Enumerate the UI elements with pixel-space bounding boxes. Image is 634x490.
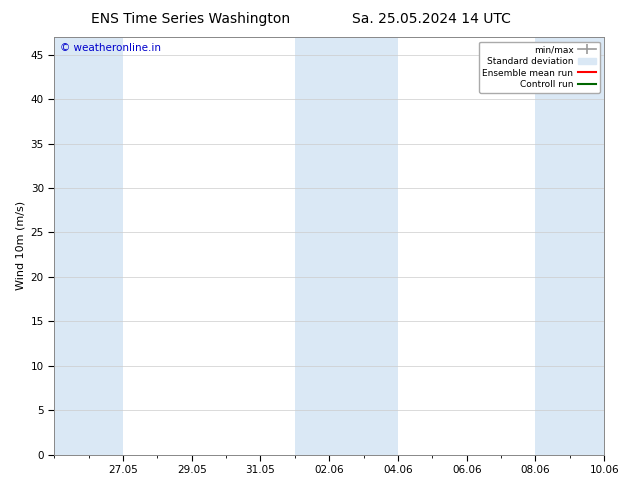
Text: ENS Time Series Washington: ENS Time Series Washington	[91, 12, 290, 26]
Legend: min/max, Standard deviation, Ensemble mean run, Controll run: min/max, Standard deviation, Ensemble me…	[479, 42, 600, 93]
Bar	[536, 37, 604, 455]
Text: Sa. 25.05.2024 14 UTC: Sa. 25.05.2024 14 UTC	[352, 12, 510, 26]
Y-axis label: Wind 10m (m/s): Wind 10m (m/s)	[15, 201, 25, 291]
Bar	[55, 37, 123, 455]
Text: © weatheronline.in: © weatheronline.in	[60, 43, 161, 53]
Bar	[295, 37, 398, 455]
